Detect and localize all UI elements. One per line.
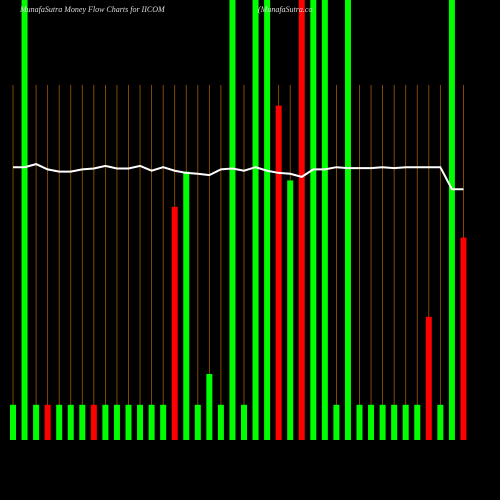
bar (194, 404, 201, 440)
bar (171, 206, 178, 440)
bar (298, 0, 305, 440)
bar (437, 404, 444, 440)
bar (183, 171, 190, 440)
bar (10, 404, 16, 440)
bar (160, 404, 167, 440)
bar (217, 404, 224, 440)
bar (79, 404, 86, 440)
bar (425, 316, 432, 440)
bar (448, 0, 455, 440)
bar (333, 404, 340, 440)
watermark: (MunafaSutra.co (258, 5, 312, 14)
bar (148, 404, 155, 440)
bar (56, 404, 63, 440)
bar (252, 0, 259, 440)
bars (10, 0, 467, 440)
bar (414, 404, 421, 440)
bar (206, 374, 213, 440)
trend-line (13, 163, 464, 191)
bar (21, 0, 28, 440)
bar (125, 404, 132, 440)
bar (368, 404, 375, 440)
bar (67, 404, 74, 440)
bar (44, 404, 51, 440)
bar (275, 105, 282, 440)
chart-title: MunafaSutra Money Flow Charts for IICOM (19, 5, 166, 14)
bar (113, 404, 120, 440)
bar (229, 0, 236, 440)
bar (391, 404, 398, 440)
bar (321, 0, 328, 440)
bar (90, 404, 97, 440)
bar (310, 0, 317, 440)
bar (137, 404, 144, 440)
bar (402, 404, 409, 440)
bar (287, 180, 294, 440)
bar (102, 404, 109, 440)
line-layer (13, 163, 464, 191)
bar (241, 404, 247, 440)
bar (379, 404, 386, 440)
bar (33, 404, 40, 440)
bar (460, 237, 467, 440)
bar (264, 0, 271, 440)
bar (356, 404, 363, 440)
bar (344, 0, 351, 440)
